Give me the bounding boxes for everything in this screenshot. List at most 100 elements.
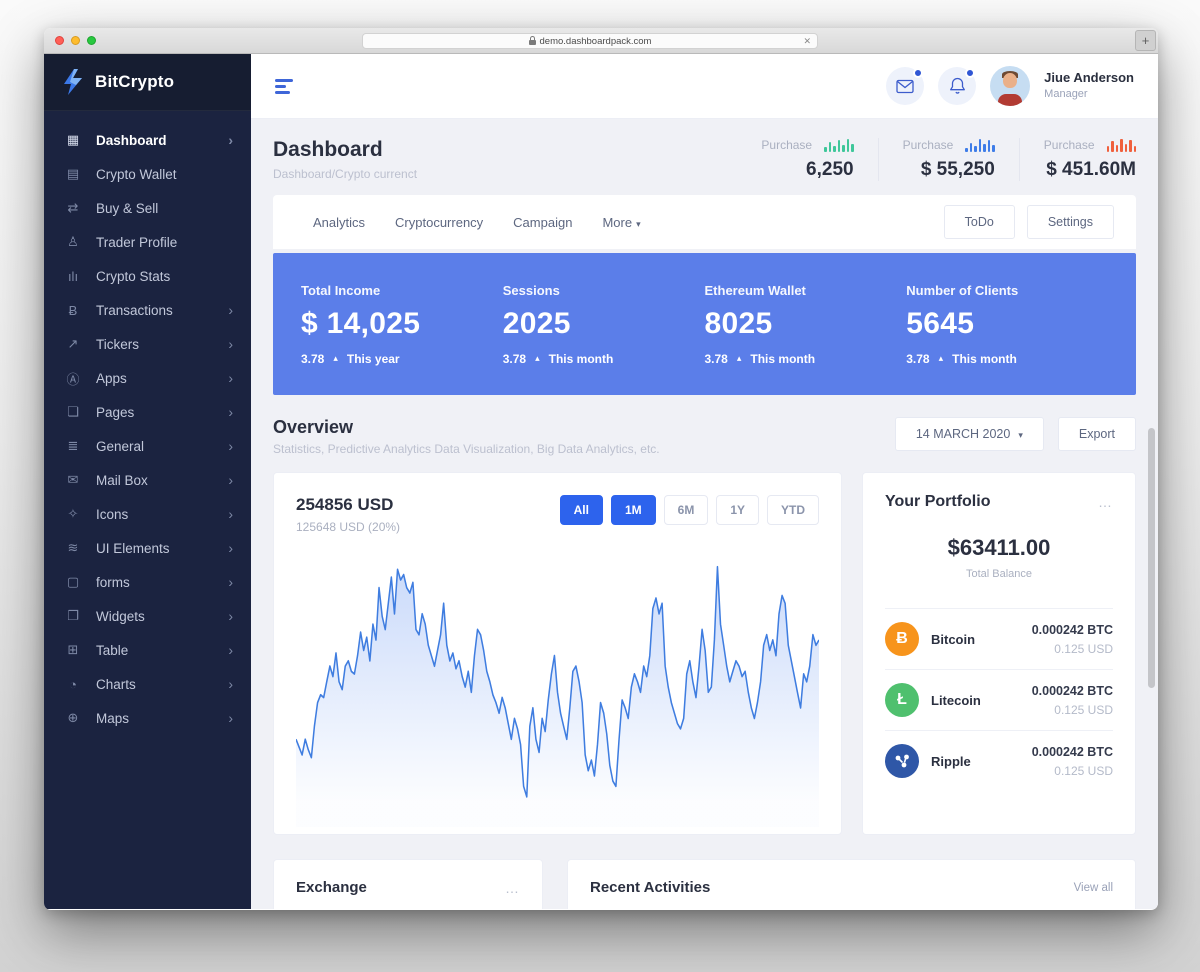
notifications-button[interactable]: [938, 67, 977, 105]
kpi-delta-value: 3.78: [704, 351, 728, 366]
sidebar-item-trader-profile[interactable]: ♙ Trader Profile: [44, 225, 251, 259]
sidebar-item-apps[interactable]: Ⓐ Apps ›: [44, 361, 251, 395]
chevron-right-icon: ›: [228, 540, 233, 556]
sidebar-item-label: General: [96, 438, 145, 454]
avatar[interactable]: [990, 66, 1031, 106]
new-tab-button[interactable]: +: [1135, 30, 1156, 51]
asset-usd-amount: 0.125 USD: [1054, 641, 1113, 656]
exchange-menu-icon[interactable]: …: [505, 879, 520, 896]
sidebar-item-label: Crypto Wallet: [96, 166, 177, 182]
range-button-all[interactable]: All: [559, 495, 603, 525]
sidebar-item-pages[interactable]: ❏ Pages ›: [44, 395, 251, 429]
notifications-badge: [965, 68, 976, 78]
asset-name: Ripple: [931, 753, 971, 769]
sidebar-item-label: Trader Profile: [96, 234, 178, 250]
tabs-card: Analytics Cryptocurrency Campaign More ▾ ToD…: [273, 195, 1136, 249]
charts-icon: ◔: [69, 676, 77, 692]
ripple-icon: [885, 744, 919, 778]
sidebar-item-crypto-wallet[interactable]: ▤ Crypto Wallet: [44, 157, 251, 191]
date-filter-value: 14 MARCH 2020: [915, 427, 1011, 441]
mini-bar-chart-icon: [965, 138, 995, 152]
asset-btc-amount: 0.000242 BTC: [1031, 744, 1113, 759]
bell-icon: [949, 77, 965, 94]
sidebar-item-dashboard[interactable]: ▦ Dashboard ›: [44, 123, 251, 157]
close-window-button[interactable]: [55, 36, 64, 45]
menu-toggle-icon[interactable]: [275, 78, 293, 94]
maps-globe-icon: ⊕: [67, 710, 79, 725]
browser-address-bar[interactable]: demo.dashboardpack.com ✕: [362, 33, 818, 49]
topbar: Jiue Anderson Manager: [251, 54, 1158, 118]
range-button-1y[interactable]: 1Y: [716, 495, 759, 525]
kpi-sessions: Sessions 2025 3.78 ▴ This month: [503, 283, 705, 366]
purchase-stat-value: $ 55,250: [920, 159, 995, 180]
brand[interactable]: BitCrypto: [44, 54, 251, 111]
sidebar-item-widgets[interactable]: ❐ Widgets ›: [44, 599, 251, 633]
export-button[interactable]: Export: [1057, 417, 1136, 451]
sidebar-item-charts[interactable]: ◔ Charts ›: [44, 667, 251, 701]
sidebar-item-icons[interactable]: ✧ Icons ›: [44, 497, 251, 531]
sidebar-menu: ▦ Dashboard › ▤ Crypto Wallet ⇄ Buy & Sell ♙ Tra…: [44, 111, 251, 747]
purchase-stats: Purchase 6,250 Purchase $ 55,250 Purchase $ 4…: [737, 138, 1136, 181]
sidebar-item-mail-box[interactable]: ✉ Mail Box ›: [44, 463, 251, 497]
portfolio-title: Your Portfolio: [885, 493, 991, 510]
tab-analytics[interactable]: Analytics: [313, 214, 366, 230]
messages-button[interactable]: [886, 67, 925, 105]
kpi-period: This month: [548, 351, 614, 366]
todo-button[interactable]: ToDo: [943, 205, 1015, 239]
range-button-6m[interactable]: 6M: [663, 495, 709, 525]
range-button-1m[interactable]: 1M: [610, 495, 656, 525]
asset-row-litecoin[interactable]: Ł Litecoin 0.000242 BTC 0.125 USD: [885, 669, 1113, 730]
asset-row-ripple[interactable]: Ripple 0.000242 BTC 0.125 USD: [885, 730, 1113, 791]
sidebar-item-maps[interactable]: ⊕ Maps ›: [44, 701, 251, 735]
tab-more-dropdown[interactable]: More ▾: [602, 214, 641, 230]
dashboard-icon: ▦: [66, 132, 80, 147]
table-icon: ⊞: [67, 642, 79, 657]
sidebar-item-forms[interactable]: ▢ forms ›: [44, 565, 251, 599]
chevron-right-icon: ›: [228, 506, 233, 522]
sidebar-item-transactions[interactable]: Ƀ Transactions ›: [44, 293, 251, 327]
date-filter-dropdown[interactable]: 14 MARCH 2020 ▾: [894, 417, 1044, 451]
chevron-right-icon: ›: [228, 404, 233, 420]
tab-cryptocurrency[interactable]: Cryptocurrency: [395, 214, 484, 230]
widgets-icon: ❐: [67, 608, 79, 623]
kpi-delta-value: 3.78: [301, 351, 325, 366]
user-meta[interactable]: Jiue Anderson Manager: [1044, 70, 1134, 102]
purchase-stat-label: Purchase: [761, 138, 813, 152]
stop-loading-icon[interactable]: ✕: [803, 35, 811, 46]
asset-list: Ƀ Bitcoin 0.000242 BTC 0.125 USD Ł Litecoin 0.…: [885, 608, 1113, 791]
browser-titlebar: demo.dashboardpack.com ✕ +: [44, 28, 1158, 54]
sidebar-item-general[interactable]: ≣ General ›: [44, 429, 251, 463]
minimize-window-button[interactable]: [71, 36, 80, 45]
range-button-ytd[interactable]: YTD: [767, 495, 819, 525]
sidebar-item-label: Table: [96, 642, 129, 658]
zoom-window-button[interactable]: [87, 36, 96, 45]
kpi-period: This month: [952, 351, 1017, 366]
asset-row-bitcoin[interactable]: Ƀ Bitcoin 0.000242 BTC 0.125 USD: [885, 608, 1113, 669]
price-area-chart[interactable]: [296, 540, 819, 834]
page-content: Dashboard Dashboard/Crypto currenct Purc…: [251, 118, 1158, 909]
sidebar-item-crypto-stats[interactable]: ılı Crypto Stats: [44, 259, 251, 293]
portfolio-card: Your Portfolio … $63411.00 Total Balance…: [862, 472, 1136, 835]
envelope-icon: [896, 79, 914, 93]
arrow-up-icon: ▴: [333, 353, 338, 363]
tab-campaign[interactable]: Campaign: [513, 214, 573, 230]
ui-elements-icon: ≋: [67, 540, 79, 555]
apps-icon: Ⓐ: [66, 371, 80, 387]
arrow-up-icon: ▴: [535, 353, 540, 363]
sidebar-item-label: Dashboard: [96, 132, 167, 148]
portfolio-menu-icon[interactable]: …: [1098, 494, 1113, 510]
page-scrollbar[interactable]: [1148, 428, 1155, 688]
settings-button[interactable]: Settings: [1026, 205, 1114, 239]
purchase-stat: Purchase $ 451.60M: [1018, 138, 1136, 181]
view-all-link[interactable]: View all: [1073, 881, 1113, 894]
sidebar-item-table[interactable]: ⊞ Table ›: [44, 633, 251, 667]
sidebar-item-tickers[interactable]: ↗ Tickers ›: [44, 327, 251, 361]
sidebar-item-buy-sell[interactable]: ⇄ Buy & Sell: [44, 191, 251, 225]
range-buttons: All 1M 6M 1Y YTD: [559, 495, 819, 525]
asset-usd-amount: 0.125 USD: [1054, 763, 1113, 778]
purchase-stat: Purchase $ 55,250: [877, 138, 1019, 181]
buy-sell-cart-icon: ⇄: [67, 200, 79, 215]
crypto-wallet-icon: ▤: [66, 166, 80, 181]
crypto-stats-icon: ılı: [67, 268, 79, 284]
sidebar-item-ui-elements[interactable]: ≋ UI Elements ›: [44, 531, 251, 565]
